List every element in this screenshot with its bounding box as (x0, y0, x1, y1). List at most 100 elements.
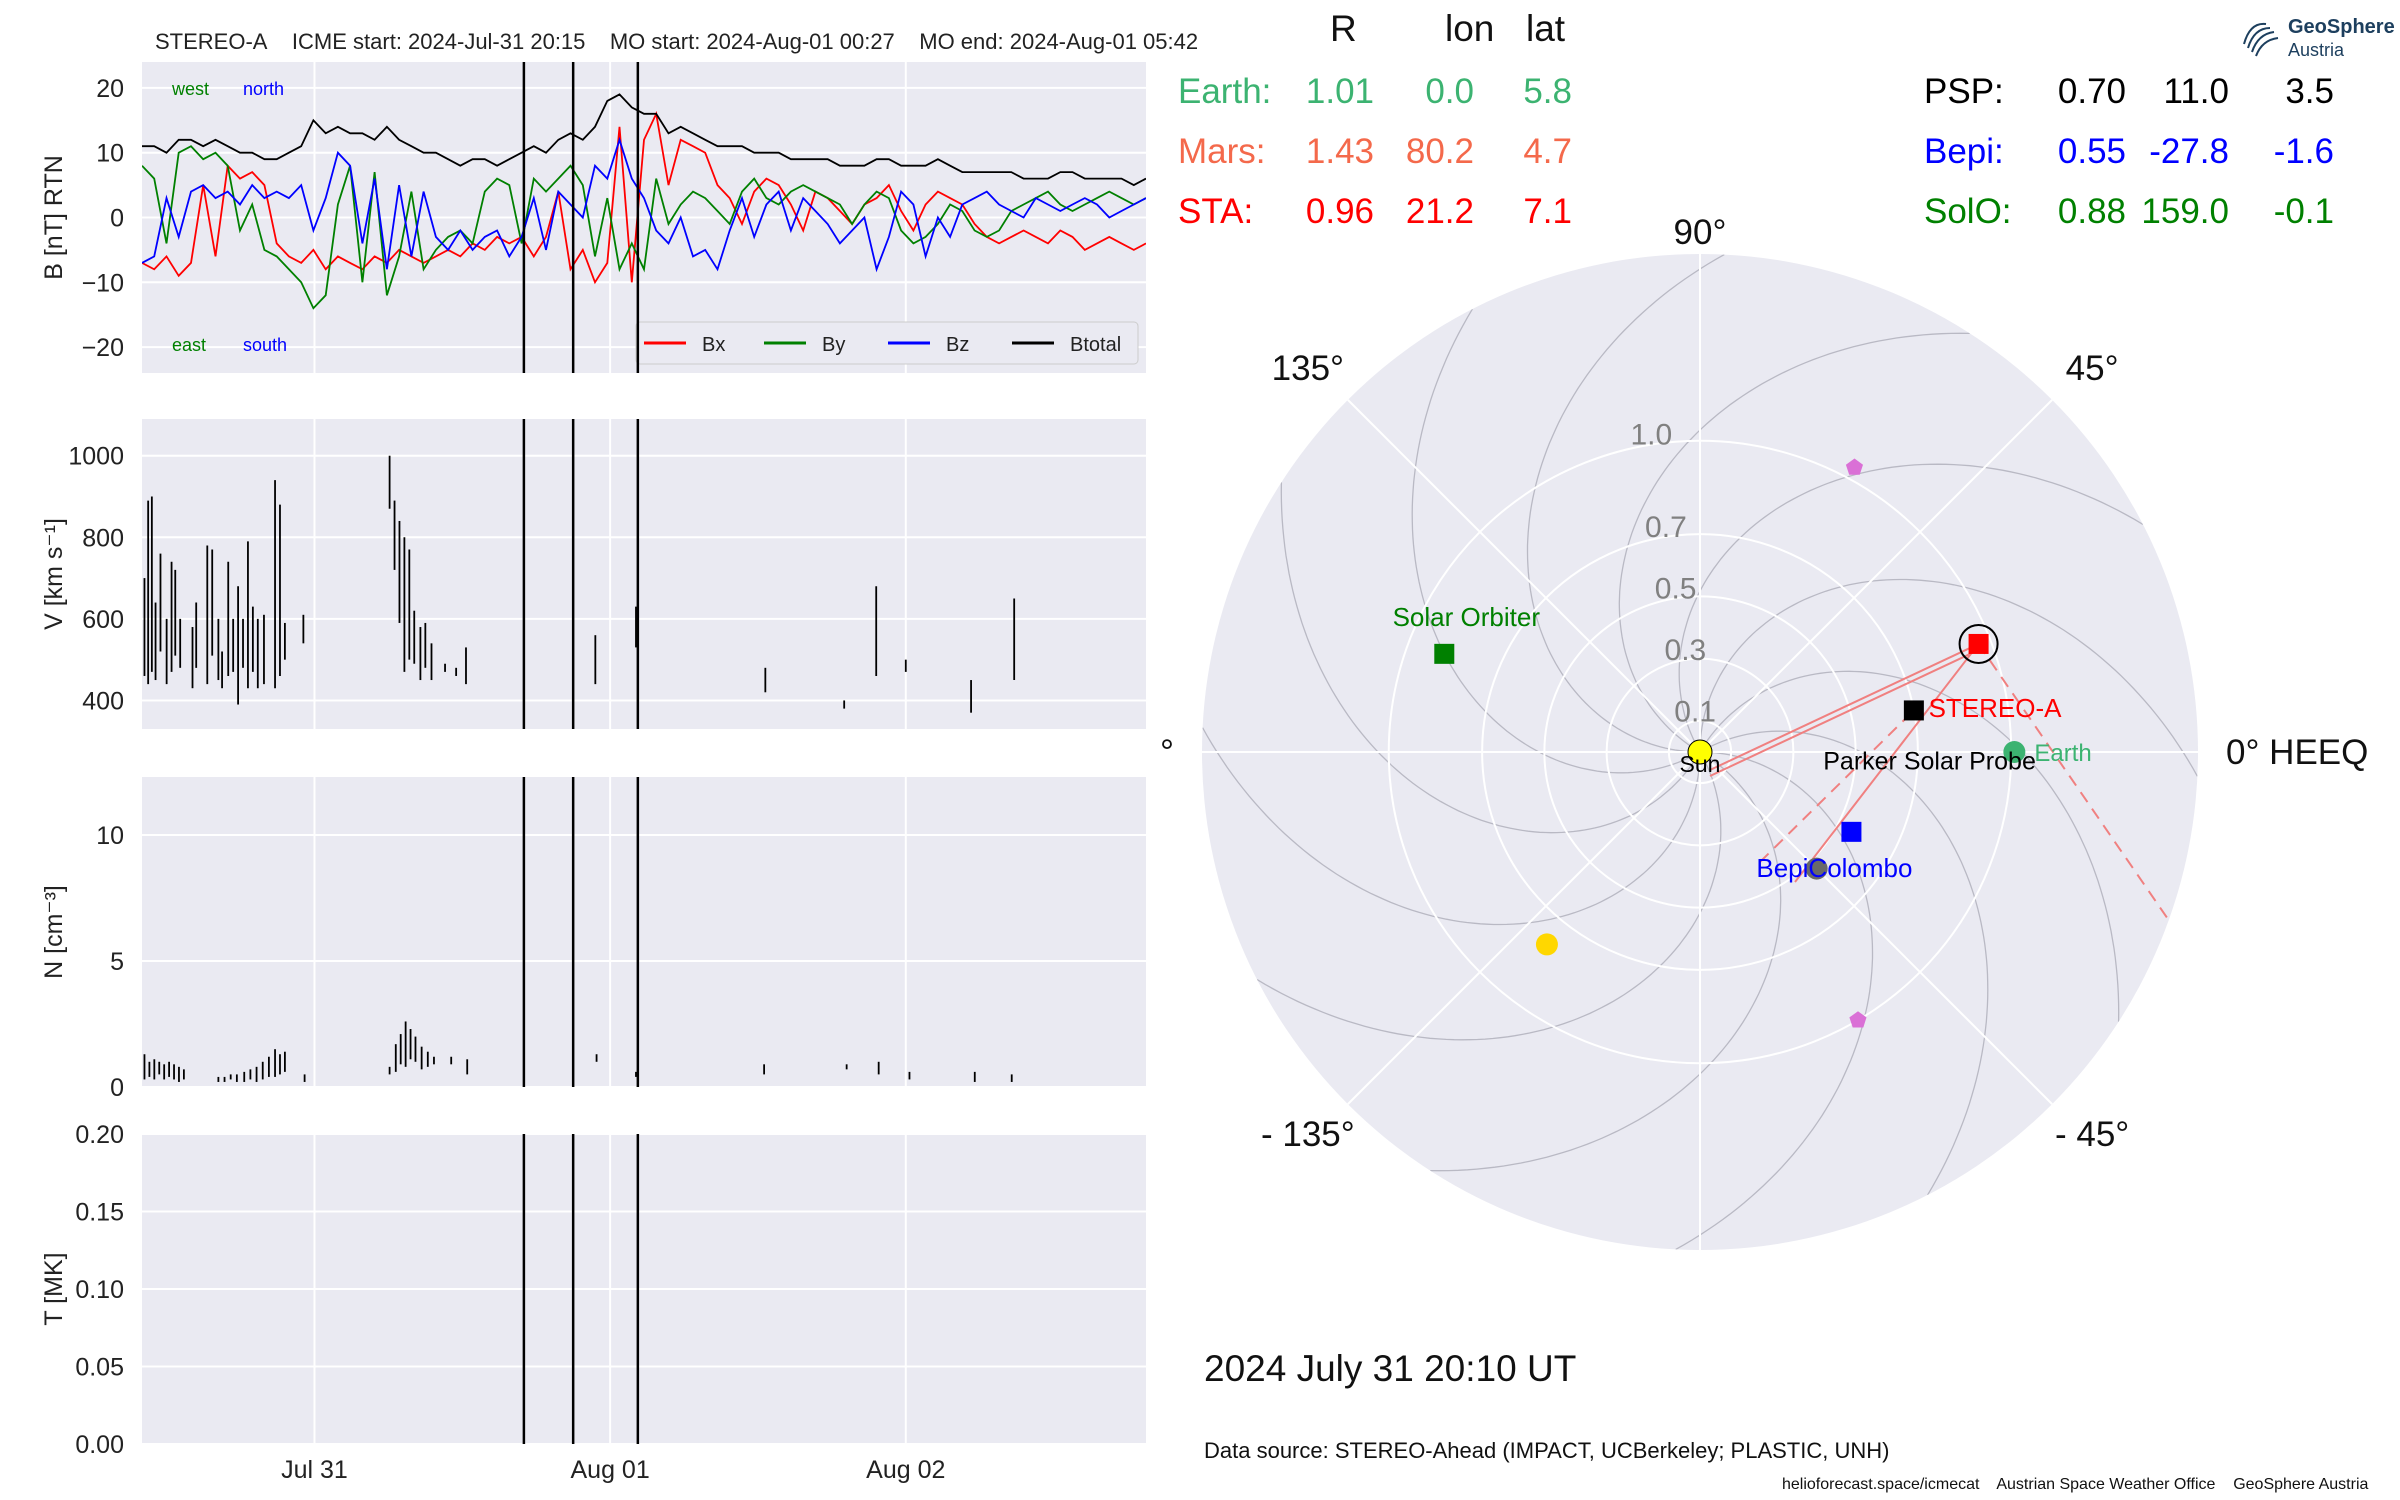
plot-background (142, 777, 1146, 1087)
table-cell: 0.0 (1425, 72, 1474, 111)
label-sun: Sun (1680, 751, 1721, 777)
table-row-label: Earth: (1178, 72, 1272, 111)
label-stereo-a: STEREO-A (1929, 693, 2063, 723)
radial-tick-label: 0.5 (1655, 572, 1697, 605)
table-cell: 21.2 (1405, 192, 1474, 231)
spiral-line (1699, 578, 2198, 777)
annotation-west: west (171, 79, 209, 99)
table-cell: 0.55 (2057, 132, 2126, 171)
table-cell: 11.0 (2163, 72, 2229, 111)
table-column-header: lat (1526, 8, 1566, 49)
header-mo-start: MO start: 2024-Aug-01 00:27 (609, 29, 895, 54)
series-line-Btotal (142, 93, 1146, 187)
table-cell: 159.0 (2141, 192, 2229, 231)
footer-site: helioforecast.space/icmecat (1782, 1476, 1980, 1493)
series-line-Bx (142, 110, 1146, 285)
annotation-east: east (172, 335, 206, 355)
angle-label: +/- 180° (1160, 733, 1174, 772)
connection-line-dashed (1977, 643, 2171, 923)
x-tick-label: Aug 02 (866, 1456, 945, 1484)
table-cell: 1.43 (1305, 132, 1374, 171)
table-row-label: STA: (1178, 192, 1254, 231)
spiral-line (1256, 751, 1722, 1041)
geosphere-logo: GeoSphere Austria (2236, 14, 2395, 64)
panel-speed: 1000 800 600 400 V [km s⁻¹] (40, 419, 1146, 729)
connection-line (1794, 643, 1980, 883)
y-tick-label: 1000 (68, 443, 124, 471)
y-tick-label: 0 (110, 1074, 124, 1102)
swirl-logo-icon (2243, 22, 2279, 57)
spiral-line (1678, 463, 2144, 753)
spiral-line (1411, 308, 1701, 774)
y-tick-label: 0.20 (75, 1121, 124, 1149)
table-cell: 80.2 (1405, 132, 1474, 171)
table-row-label: SolO: (1924, 192, 2012, 231)
series-line-Bz (142, 136, 1146, 273)
table-cell: 1.01 (1305, 72, 1374, 111)
y-tick-label: 0.05 (75, 1354, 124, 1382)
x-tick-label: Aug 01 (570, 1456, 649, 1484)
y-axis-label: B [nT] RTN (40, 155, 68, 280)
legend-label-By: By (822, 334, 845, 356)
label-bepicolombo: BepiColombo (1756, 853, 1912, 883)
legend-box (635, 321, 1139, 365)
footer-office: Austrian Space Weather Office (1996, 1476, 2216, 1493)
legend-label-Bz: Bz (946, 334, 969, 356)
radial-tick-label: 0.1 (1674, 695, 1716, 728)
angle-label: - 45° (2055, 1115, 2129, 1154)
logo-line1: GeoSphere (2288, 16, 2395, 38)
date-text: 2024 July 31 20:10 UT (1204, 1348, 1577, 1389)
spiral-line (1526, 254, 1725, 753)
y-tick-label: 10 (96, 140, 124, 168)
polar-axes: 0.1 0.3 0.5 0.7 1.0 Sun Earth STEREO-A Parker So… (1160, 213, 2368, 1250)
annotation-south: south (243, 335, 287, 355)
panel-temperature: 0.20 0.15 0.10 0.05 0.00 T [MK] (40, 1121, 1146, 1459)
connection-lines (1709, 643, 2171, 923)
table-row-label: Bepi: (1924, 132, 2004, 171)
y-axis-label: V [km s⁻¹] (40, 518, 68, 630)
table-cell: -1.6 (2273, 132, 2334, 171)
label-earth: Earth (2034, 740, 2091, 767)
x-tick-label: Jul 31 (281, 1456, 348, 1484)
solar-orbiter-marker (1434, 643, 1455, 664)
table-cell: 0.88 (2057, 192, 2126, 231)
logo-line2: Austria (2288, 40, 2345, 60)
header-icme-start: ICME start: 2024-Jul-31 20:15 (291, 29, 586, 54)
footer-org: GeoSphere Austria (2233, 1476, 2369, 1493)
table-cell: 4.7 (1523, 132, 1572, 171)
connection-line-dashed (1759, 709, 1915, 863)
y-axis-label: T [MK] (40, 1252, 68, 1325)
y-tick-label: 0.00 (75, 1431, 124, 1459)
timeseries-panels: 20 10 0 −10 −20 B [nT] RTN west north east south B… (40, 62, 1146, 1484)
radial-tick-label: 1.0 (1630, 419, 1672, 452)
y-tick-label: −20 (82, 334, 124, 362)
table-row-label: Mars: (1178, 132, 1266, 171)
stereo-a-highlight-ring (1958, 623, 1999, 664)
marker-marker (1845, 458, 1863, 475)
table-cell: 3.5 (2285, 72, 2334, 111)
spiral-line (1675, 751, 1874, 1250)
angle-gridline (1699, 751, 2053, 1105)
y-tick-label: 400 (82, 687, 124, 715)
stereo-a-marker (1968, 633, 1989, 654)
connection-line (1709, 643, 1980, 771)
angle-gridline (1347, 751, 1701, 1105)
header-mo-end: MO end: 2024-Aug-01 05:42 (919, 29, 1199, 54)
orbit-polar-plot: 0.1 0.3 0.5 0.7 1.0 Sun Earth STEREO-A Parker So… (1160, 213, 2368, 1250)
table-column-header: lon (1445, 8, 1495, 49)
earth-marker (2003, 741, 2026, 763)
header-spacecraft: STEREO-A (155, 29, 268, 54)
legend-label-Btotal: Btotal (1070, 334, 1121, 356)
spacecraft-markers: Sun Earth STEREO-A Parker Solar Probe BepiCo… (1393, 458, 2092, 1028)
y-tick-label: −10 (82, 269, 124, 297)
annotation-north: north (243, 79, 284, 99)
angle-label: - 135° (1261, 1115, 1355, 1154)
table-cell: 7.1 (1523, 192, 1572, 231)
angle-label: 0° HEEQ (2226, 733, 2368, 772)
y-tick-label: 10 (96, 822, 124, 850)
radial-gridline (1543, 595, 1857, 909)
legend: Bx By Bz Btotal (635, 321, 1139, 365)
table-cell: 5.8 (1523, 72, 1572, 111)
radial-gridline (1605, 657, 1795, 847)
